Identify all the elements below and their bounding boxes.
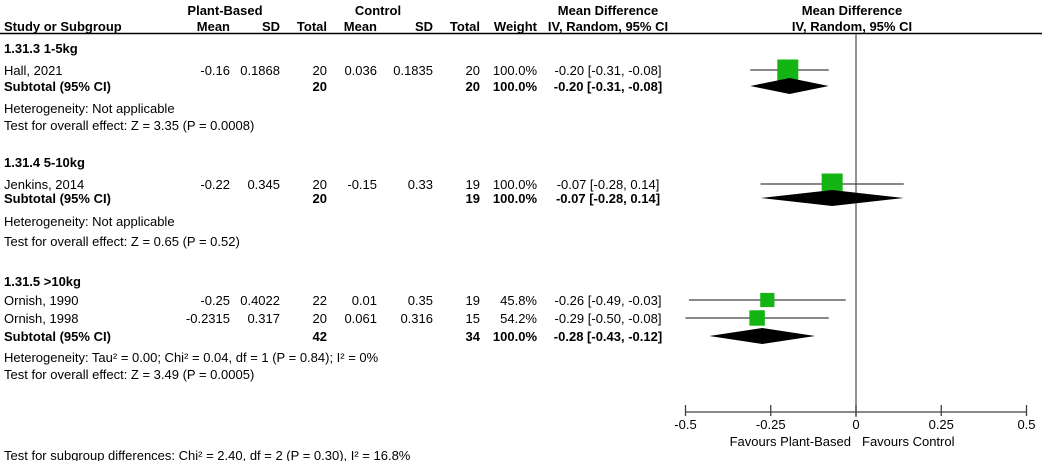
heterogeneity-text: Heterogeneity: Not applicable bbox=[4, 101, 175, 116]
ctl-total: 20 bbox=[465, 63, 480, 78]
axis-tick-label: 0.25 bbox=[928, 417, 954, 432]
subgroup-heading: 1.31.5 >10kg bbox=[4, 274, 81, 289]
study-name: Jenkins, 2014 bbox=[4, 177, 85, 192]
subtotal-weight: 100.0% bbox=[492, 191, 537, 206]
ci-text: -0.07 [-0.28, 0.14] bbox=[556, 177, 660, 192]
ctl-total: 19 bbox=[465, 293, 480, 308]
overall-effect-text: Test for overall effect: Z = 3.35 (P = 0… bbox=[4, 118, 255, 133]
col-header-exp-mean: Mean bbox=[196, 19, 230, 34]
subtotal-label: Subtotal (95% CI) bbox=[4, 79, 111, 94]
ci-text: -0.26 [-0.49, -0.03] bbox=[554, 293, 662, 308]
ci-text: -0.20 [-0.31, -0.08] bbox=[553, 79, 663, 94]
weight: 100.0% bbox=[492, 177, 537, 192]
exp-mean: -0.25 bbox=[200, 293, 230, 308]
subtotal-label: Subtotal (95% CI) bbox=[4, 191, 111, 206]
subtotal-label: Subtotal (95% CI) bbox=[4, 329, 111, 344]
heterogeneity-text: Heterogeneity: Not applicable bbox=[4, 214, 175, 229]
ctl-sd: 0.33 bbox=[407, 177, 433, 192]
ctl-total: 19 bbox=[465, 177, 480, 192]
exp-mean: -0.16 bbox=[200, 63, 230, 78]
exp-mean: -0.2315 bbox=[185, 311, 230, 326]
study-name: Hall, 2021 bbox=[4, 63, 63, 78]
subtotal-diamond bbox=[750, 78, 829, 94]
exp-mean: -0.22 bbox=[200, 177, 230, 192]
plot-column-subtitle: IV, Random, 95% CI bbox=[791, 19, 913, 34]
col-header-ctl-mean: Mean bbox=[343, 19, 377, 34]
ci-text: -0.28 [-0.43, -0.12] bbox=[553, 329, 663, 344]
study-name: Ornish, 1998 bbox=[4, 311, 79, 326]
overall-effect-text: Test for overall effect: Z = 3.49 (P = 0… bbox=[4, 367, 255, 382]
ctl-sd: 0.316 bbox=[400, 311, 433, 326]
col-header-exp-total: Total bbox=[296, 19, 327, 34]
subtotal-diamond bbox=[709, 328, 816, 344]
overall-effect-text: Test for overall effect: Z = 0.65 (P = 0… bbox=[4, 234, 240, 249]
exp-total: 20 bbox=[312, 177, 327, 192]
exp-sd: 0.345 bbox=[247, 177, 280, 192]
plot-column-title: Mean Difference bbox=[801, 3, 903, 18]
group-header-control: Control bbox=[354, 3, 402, 18]
weight: 45.8% bbox=[500, 293, 537, 308]
weight: 100.0% bbox=[492, 63, 537, 78]
exp-total: 20 bbox=[312, 63, 327, 78]
subtotal-weight: 100.0% bbox=[492, 329, 537, 344]
subtotal-exp-total: 20 bbox=[312, 191, 327, 206]
ctl-total: 15 bbox=[465, 311, 480, 326]
effect-square bbox=[749, 310, 765, 326]
effect-column-subtitle: IV, Random, 95% CI bbox=[547, 19, 669, 34]
subtotal-ctl-total: 20 bbox=[465, 79, 480, 94]
exp-total: 20 bbox=[312, 311, 327, 326]
weight: 54.2% bbox=[500, 311, 537, 326]
exp-sd: 0.4022 bbox=[240, 293, 280, 308]
col-header-weight: Weight bbox=[493, 19, 537, 34]
col-header-exp-sd: SD bbox=[261, 19, 280, 34]
effect-square bbox=[760, 292, 775, 308]
exp-sd: 0.1868 bbox=[240, 63, 280, 78]
exp-total: 22 bbox=[312, 293, 327, 308]
favours-right-label: Favours Control bbox=[862, 434, 955, 449]
exp-sd: 0.317 bbox=[247, 311, 280, 326]
ctl-sd: 0.1835 bbox=[393, 63, 433, 78]
group-header-plant-based: Plant-Based bbox=[187, 3, 263, 18]
effect-square bbox=[821, 173, 843, 195]
subgroup-heading: 1.31.3 1-5kg bbox=[4, 41, 78, 56]
ci-text: -0.20 [-0.31, -0.08] bbox=[554, 63, 662, 78]
subtotal-exp-total: 42 bbox=[312, 329, 327, 344]
ci-text: -0.07 [-0.28, 0.14] bbox=[555, 191, 661, 206]
subtotal-ctl-total: 19 bbox=[465, 191, 480, 206]
ctl-sd: 0.35 bbox=[407, 293, 433, 308]
col-header-ctl-sd: SD bbox=[414, 19, 433, 34]
study-name: Ornish, 1990 bbox=[4, 293, 79, 308]
favours-left-label: Favours Plant-Based bbox=[729, 434, 851, 449]
subtotal-weight: 100.0% bbox=[492, 79, 537, 94]
ctl-mean: 0.01 bbox=[351, 293, 377, 308]
col-header-ctl-total: Total bbox=[449, 19, 480, 34]
ctl-mean: 0.061 bbox=[344, 311, 377, 326]
ci-text: -0.29 [-0.50, -0.08] bbox=[554, 311, 662, 326]
col-header-study: Study or Subgroup bbox=[4, 19, 122, 34]
subtotal-ctl-total: 34 bbox=[465, 329, 480, 344]
ctl-mean: -0.15 bbox=[347, 177, 377, 192]
axis-tick-label: 0 bbox=[852, 417, 860, 432]
subgroup-differences-test: Test for subgroup differences: Chi² = 2.… bbox=[4, 448, 411, 461]
subtotal-diamond bbox=[760, 190, 904, 206]
axis-tick-label: -0.5 bbox=[674, 417, 697, 432]
axis-tick-label: -0.25 bbox=[755, 417, 786, 432]
axis-tick-label: 0.5 bbox=[1017, 417, 1036, 432]
subtotal-exp-total: 20 bbox=[312, 79, 327, 94]
subgroup-heading: 1.31.4 5-10kg bbox=[4, 155, 85, 170]
ctl-mean: 0.036 bbox=[344, 63, 377, 78]
heterogeneity-text: Heterogeneity: Tau² = 0.00; Chi² = 0.04,… bbox=[4, 350, 379, 365]
effect-column-title: Mean Difference bbox=[557, 3, 659, 18]
effect-square bbox=[777, 59, 799, 81]
